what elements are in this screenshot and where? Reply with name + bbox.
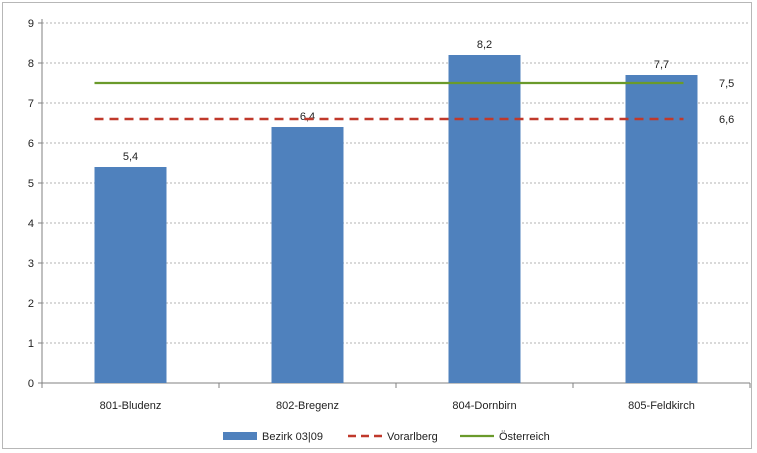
y-tick-label: 9	[28, 18, 34, 30]
data-label: 7,7	[654, 59, 669, 71]
y-tick-label: 8	[28, 58, 34, 70]
category-label: 802-Bregenz	[276, 400, 339, 412]
y-tick-label: 4	[28, 218, 34, 230]
y-tick-label: 6	[28, 138, 34, 150]
y-tick-label: 7	[28, 98, 34, 110]
y-tick-label: 2	[28, 298, 34, 310]
bar	[94, 167, 167, 383]
data-label: 6,4	[300, 111, 315, 123]
legend-swatch-bar	[223, 432, 257, 440]
y-tick-label: 0	[28, 378, 34, 390]
bar	[271, 127, 344, 383]
legend-label: Österreich	[499, 431, 550, 443]
legend-label: Bezirk 03|09	[262, 431, 323, 443]
category-label: 804-Dornbirn	[452, 400, 516, 412]
bar	[625, 75, 698, 383]
legend-label: Vorarlberg	[387, 431, 438, 443]
y-tick-label: 1	[28, 338, 34, 350]
reference-line-label: 6,6	[719, 114, 734, 126]
y-tick-label: 3	[28, 258, 34, 270]
data-label: 5,4	[123, 151, 138, 163]
reference-line-label: 7,5	[719, 78, 734, 90]
y-tick-label: 5	[28, 178, 34, 190]
bar	[448, 55, 521, 383]
category-label: 805-Feldkirch	[628, 400, 695, 412]
category-label: 801-Bludenz	[100, 400, 162, 412]
data-label: 8,2	[477, 39, 492, 51]
